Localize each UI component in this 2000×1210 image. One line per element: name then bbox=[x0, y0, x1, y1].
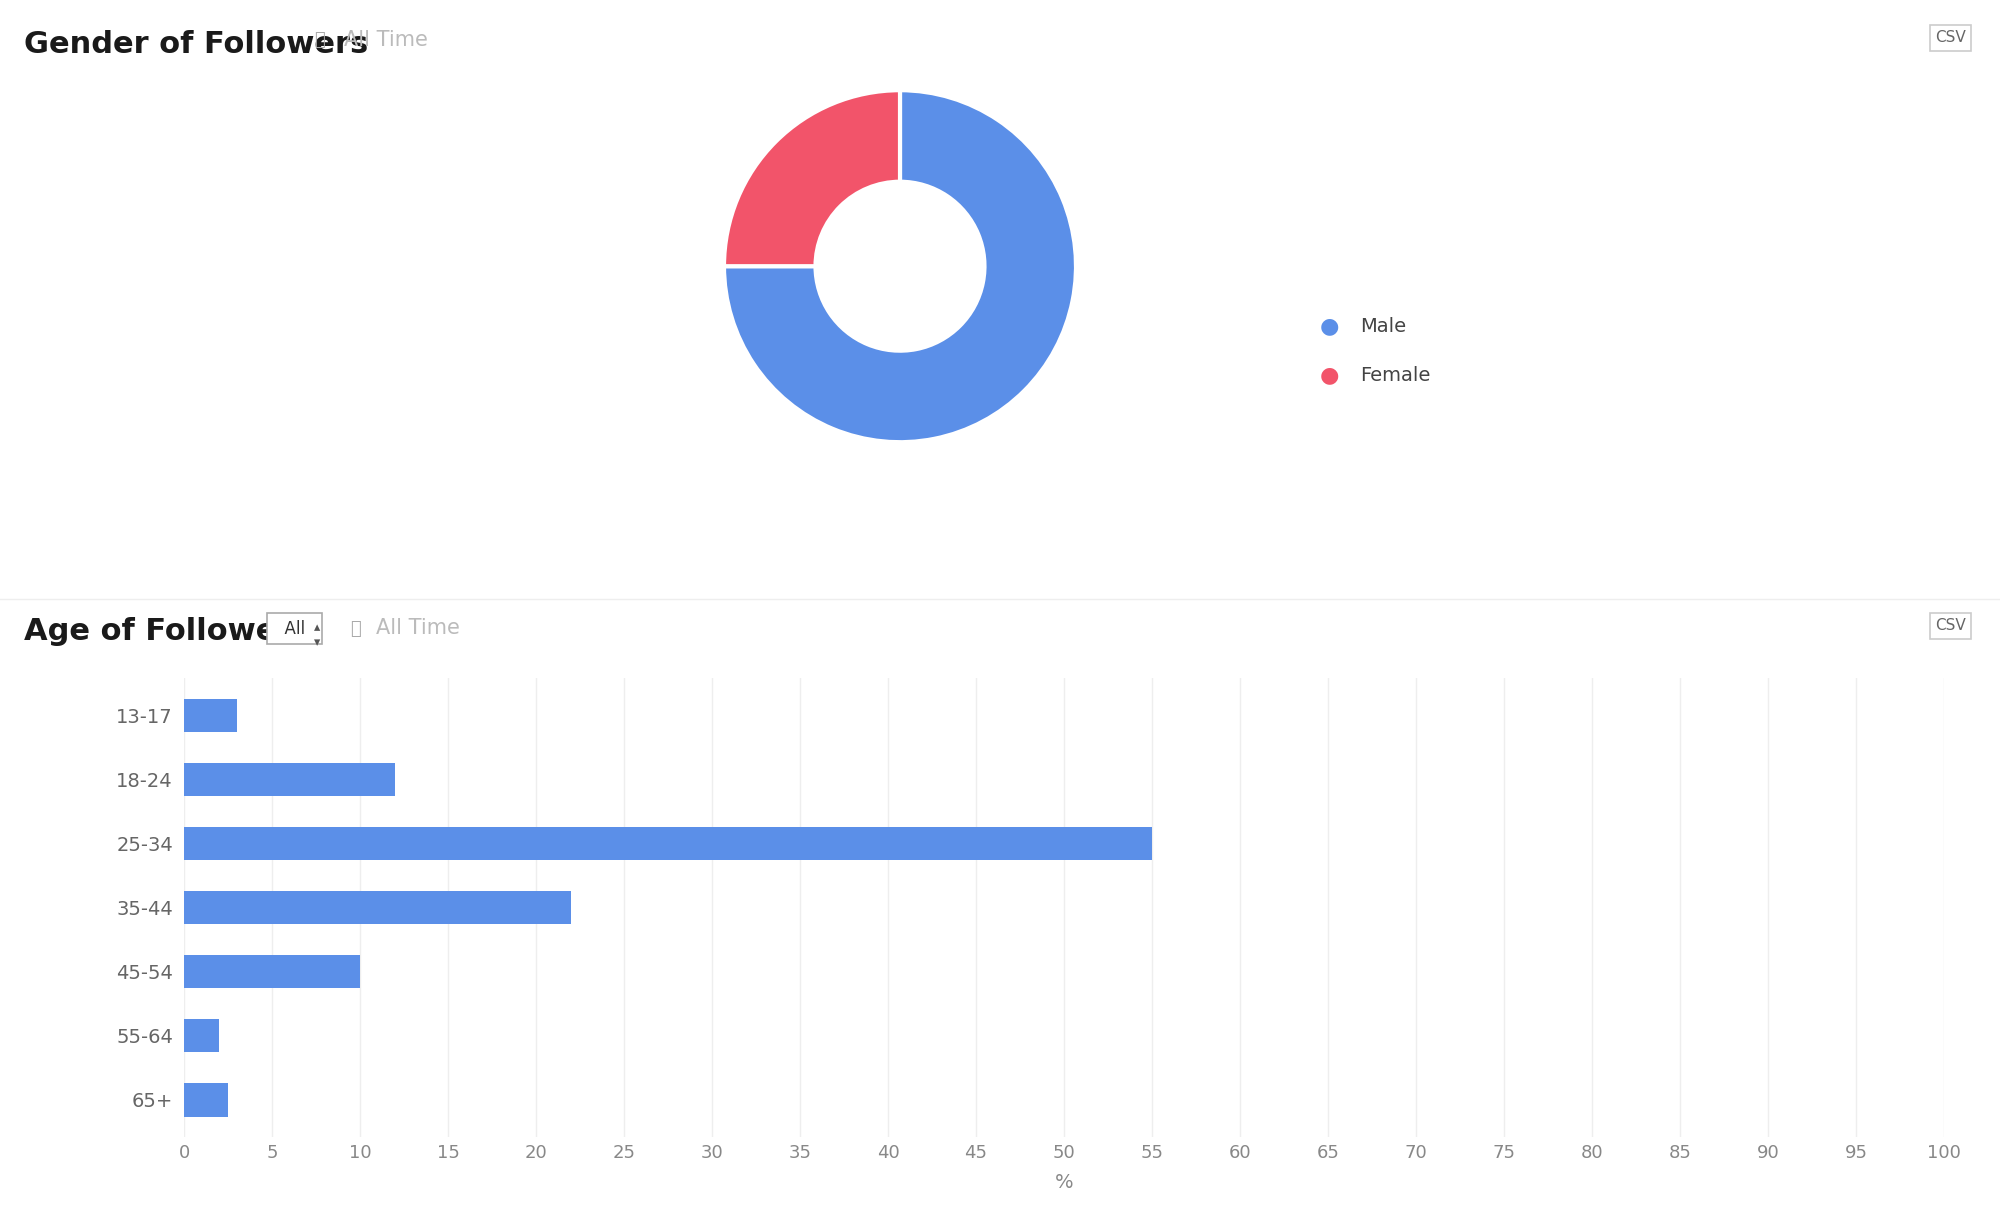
Wedge shape bbox=[724, 91, 1076, 442]
Text: ⓘ: ⓘ bbox=[350, 620, 360, 638]
Text: Female: Female bbox=[1360, 365, 1430, 385]
Bar bbox=[184, 698, 236, 732]
Text: All: All bbox=[274, 620, 316, 638]
Text: ⓘ: ⓘ bbox=[314, 31, 324, 50]
Bar bbox=[184, 826, 1152, 860]
Text: ▴
▾: ▴ ▾ bbox=[314, 621, 320, 649]
Text: Male: Male bbox=[1360, 317, 1406, 336]
Text: All Time: All Time bbox=[344, 30, 428, 51]
Bar bbox=[184, 1019, 220, 1053]
X-axis label: %: % bbox=[1054, 1174, 1074, 1193]
Text: ●: ● bbox=[1320, 317, 1340, 336]
Bar bbox=[184, 891, 572, 924]
Text: CSV: CSV bbox=[1936, 30, 1966, 45]
Wedge shape bbox=[724, 91, 900, 266]
Text: CSV: CSV bbox=[1936, 618, 1966, 633]
Text: Gender of Followers: Gender of Followers bbox=[24, 30, 368, 59]
Bar bbox=[184, 762, 396, 796]
Bar bbox=[184, 1083, 228, 1117]
Bar bbox=[184, 955, 360, 989]
Text: ●: ● bbox=[1320, 365, 1340, 385]
Text: Age of Followers: Age of Followers bbox=[24, 617, 310, 646]
Text: All Time: All Time bbox=[376, 618, 460, 639]
